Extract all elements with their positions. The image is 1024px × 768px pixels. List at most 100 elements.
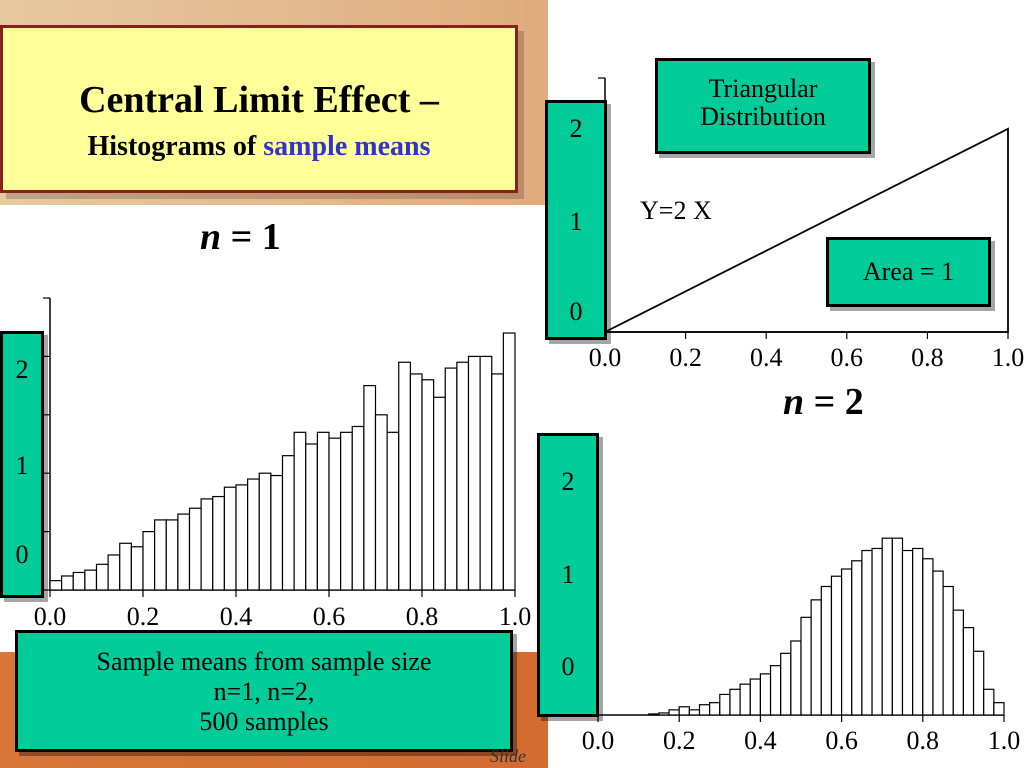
n1-x-tick-label: 0.6 xyxy=(312,602,346,631)
n1-x-tick-label: 0.2 xyxy=(126,602,160,631)
n2-x-tick-label: 0.0 xyxy=(581,726,615,755)
triangular-x-tick-label: 0.8 xyxy=(911,343,944,372)
n2-histogram-bar xyxy=(993,702,1005,716)
n2-histogram-bar xyxy=(678,706,690,716)
n2-x-tick-label: 0.2 xyxy=(662,726,696,755)
n1-histogram-bar xyxy=(270,474,284,591)
n2-histogram-bar xyxy=(912,547,924,716)
n1-histogram-bar xyxy=(281,455,295,591)
n1-histogram-bar xyxy=(235,484,249,591)
n1-x-tick-label: 0.4 xyxy=(219,602,253,631)
n1-histogram-bar xyxy=(119,542,132,591)
n1-histogram-bar xyxy=(340,431,353,591)
n1-histogram-bar xyxy=(212,495,225,591)
n2-histogram-bar xyxy=(769,665,782,716)
triangular-x-tick-label: 1.0 xyxy=(991,343,1024,372)
triangular-x-tick-label: 0.0 xyxy=(588,343,622,372)
slide-title: Central Limit Effect – xyxy=(79,79,439,121)
n2-histogram-bar xyxy=(780,652,792,716)
y-axis-box-n1: 2 1 0 xyxy=(0,331,44,598)
n2-histogram-bar xyxy=(972,650,985,716)
n2-histogram-bar xyxy=(729,688,741,716)
n1-histogram-bar xyxy=(351,425,365,591)
n2-histogram-bar xyxy=(759,673,772,716)
n1-histogram-bar xyxy=(107,554,121,591)
triangular-distribution-box: Triangular Distribution xyxy=(655,58,871,154)
triangular-density-line xyxy=(604,127,1009,333)
n1-histogram-bar xyxy=(502,332,516,591)
n1-histogram-bar xyxy=(421,379,435,591)
n1-histogram-bar xyxy=(479,355,493,591)
caption-line1: Sample means from sample size xyxy=(96,647,432,676)
n1-histogram-bar xyxy=(456,361,470,591)
y-tick-label: 2 xyxy=(15,355,29,384)
n1-label: n = 1 xyxy=(200,215,281,259)
n2-histogram-bar xyxy=(810,599,822,716)
n2-label-var: n xyxy=(783,381,805,423)
n1-histogram-bar xyxy=(433,396,446,591)
n2-x-tick-label: 0.4 xyxy=(744,726,777,755)
n1-histogram-bar xyxy=(84,569,98,591)
n2-histogram-bar xyxy=(922,558,934,716)
n2-histogram-bar xyxy=(749,678,761,716)
n2-histogram-bar xyxy=(932,570,944,716)
equation-label: Y=2 X xyxy=(640,196,712,225)
triangular-x-tick-label: 0.2 xyxy=(669,343,702,372)
n1-histogram-bar xyxy=(293,431,307,591)
y-tick-label: 0 xyxy=(15,540,29,569)
n2-histogram-bar xyxy=(820,585,833,716)
n2-histogram-bar xyxy=(739,683,751,716)
n1-histogram-bar xyxy=(398,361,411,591)
n1-histogram-bar xyxy=(72,571,86,591)
y-tick-label: 2 xyxy=(569,114,583,143)
y-tick-label: 1 xyxy=(15,451,29,480)
y-tick-label: 1 xyxy=(561,560,575,589)
n2-histogram-bar xyxy=(871,547,883,716)
n1-histogram-bar xyxy=(188,507,202,591)
n2-histogram-bar xyxy=(688,709,701,716)
n2-histogram-bar xyxy=(942,585,954,716)
n2-histogram-bar xyxy=(881,537,893,716)
n1-histogram-bar xyxy=(177,513,191,591)
n2-histogram-bar xyxy=(648,713,660,716)
triangular-x-tick-label: 0.4 xyxy=(749,343,783,372)
subtitle-prefix: Histograms of xyxy=(87,131,264,162)
n2-histogram-bar xyxy=(861,549,873,716)
triangular-x-tick-label: 0.6 xyxy=(830,343,864,372)
triangular-box-line1: Triangular xyxy=(708,74,818,103)
n1-x-tick-label: 0.8 xyxy=(405,602,439,631)
n2-histogram-bar xyxy=(709,702,721,716)
n1-histogram-bar xyxy=(328,437,342,591)
area-box: Area = 1 xyxy=(826,237,991,307)
y-tick-label: 0 xyxy=(561,652,575,681)
y-axis-box-triangular: 2 1 0 xyxy=(545,100,607,340)
n2-histogram-bar xyxy=(830,575,843,716)
n1-histogram-bar xyxy=(491,373,504,591)
n1-histogram-bar xyxy=(363,385,377,591)
n2-histogram-bar xyxy=(952,609,964,716)
n1-histogram-bar xyxy=(223,486,237,591)
n1-label-rest: = 1 xyxy=(221,216,281,258)
n1-histogram-bar xyxy=(409,373,423,591)
n2-histogram-bar xyxy=(901,549,914,716)
n1-histogram-bar xyxy=(61,575,74,591)
n2-histogram-bar xyxy=(983,688,995,716)
n2-histogram-bar xyxy=(891,537,904,716)
n1-histogram-bar xyxy=(200,498,214,591)
n2-histogram-bar xyxy=(658,712,670,716)
n1-histogram-bar xyxy=(386,431,400,591)
y-axis-box-n2: 2 1 0 xyxy=(537,433,599,717)
n1-histogram-bar xyxy=(142,530,156,591)
caption-box: Sample means from sample size n=1, n=2, … xyxy=(15,630,513,752)
n1-histogram-bar xyxy=(316,431,330,591)
n1-histogram-bar xyxy=(374,414,388,591)
n1-histogram-bar xyxy=(467,355,481,591)
caption-line2: n=1, n=2, xyxy=(213,677,315,706)
n1-histogram-bar xyxy=(258,472,272,591)
n2-histogram-bar xyxy=(840,568,853,716)
n1-histogram-bar xyxy=(305,443,318,591)
n1-histogram-bar xyxy=(165,519,179,591)
n2-histogram-bar xyxy=(962,627,975,716)
n2-x-tick-label: 0.6 xyxy=(825,726,858,755)
